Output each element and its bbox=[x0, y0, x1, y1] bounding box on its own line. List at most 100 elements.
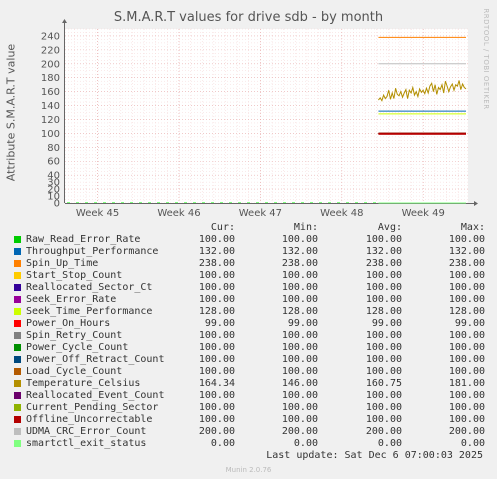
legend-swatch bbox=[14, 440, 21, 447]
legend-value-avg: 132.00 bbox=[365, 246, 402, 257]
legend-series-name: Power_On_Hours bbox=[26, 318, 111, 329]
legend-value-max: 100.00 bbox=[448, 270, 485, 281]
y-tick-label: 140 bbox=[41, 101, 60, 112]
legend-value-max: 100.00 bbox=[448, 414, 485, 425]
legend-row: Power_Off_Retract_Count 100.00 100.00 100.0… bbox=[14, 354, 485, 366]
legend-value-max: 99.00 bbox=[448, 318, 485, 329]
legend-value-max: 100.00 bbox=[448, 366, 485, 377]
y-tick-label: 40 bbox=[47, 171, 60, 182]
legend-value-min: 238.00 bbox=[281, 258, 318, 269]
legend-swatch bbox=[14, 344, 21, 351]
legend-value-avg: 100.00 bbox=[365, 342, 402, 353]
x-tick-label: Week 48 bbox=[320, 208, 363, 219]
legend-row: Seek_Error_Rate 100.00 100.00 100.00 100.00 bbox=[14, 294, 485, 306]
legend-value-min: 100.00 bbox=[281, 282, 318, 293]
legend-series-name: smartctl_exit_status bbox=[26, 438, 147, 449]
legend-value-avg: 100.00 bbox=[365, 402, 402, 413]
legend-value-cur: 100.00 bbox=[198, 354, 235, 365]
legend-row: Start_Stop_Count 100.00 100.00 100.00 100.00 bbox=[14, 270, 485, 282]
legend-value-cur: 100.00 bbox=[198, 330, 235, 341]
legend-value-min: 100.00 bbox=[281, 390, 318, 401]
legend-series-name: Spin_Retry_Count bbox=[26, 330, 123, 341]
y-tick-label: 120 bbox=[41, 115, 60, 126]
x-tick-label: Week 46 bbox=[157, 208, 200, 219]
legend-value-min: 99.00 bbox=[281, 318, 318, 329]
legend-value-cur: 100.00 bbox=[198, 390, 235, 401]
legend-value-max: 181.00 bbox=[448, 378, 485, 389]
legend-series-name: Throughput_Performance bbox=[26, 246, 159, 257]
legend-value-cur: 100.00 bbox=[198, 414, 235, 425]
x-tick-label: Week 47 bbox=[239, 208, 282, 219]
legend-value-min: 200.00 bbox=[281, 426, 318, 437]
y-tick-label: 180 bbox=[41, 73, 60, 84]
legend-series-name: Reallocated_Sector_Ct bbox=[26, 282, 153, 293]
y-tick-label: 10 bbox=[47, 192, 60, 203]
chart-title: S.M.A.R.T values for drive sdb - by mont… bbox=[113, 10, 384, 25]
legend-value-min: 100.00 bbox=[281, 402, 318, 413]
legend-swatch bbox=[14, 308, 21, 315]
legend-row: smartctl_exit_status 0.00 0.00 0.00 0.00 bbox=[14, 438, 485, 450]
legend-value-avg: 238.00 bbox=[365, 258, 402, 269]
legend-value-max: 100.00 bbox=[448, 294, 485, 305]
legend-row: Seek_Time_Performance 128.00 128.00 128.00 1… bbox=[14, 306, 485, 318]
legend-value-min: 100.00 bbox=[281, 354, 318, 365]
legend-value-avg: 99.00 bbox=[365, 318, 402, 329]
y-tick-label: 240 bbox=[41, 31, 60, 42]
legend-row: UDMA_CRC_Error_Count 200.00 200.00 200.00 20… bbox=[14, 426, 485, 438]
legend-swatch bbox=[14, 416, 21, 423]
legend-row: Load_Cycle_Count 100.00 100.00 100.00 100.00 bbox=[14, 366, 485, 378]
legend-value-cur: 99.00 bbox=[198, 318, 235, 329]
y-tick-label: 220 bbox=[41, 45, 60, 56]
legend-value-avg: 0.00 bbox=[365, 438, 402, 449]
legend-header: Min: bbox=[293, 222, 318, 233]
legend-row: Temperature_Celsius 164.34 146.00 160.75 181… bbox=[14, 378, 485, 390]
last-update: Last update: Sat Dec 6 07:00:03 2025 bbox=[266, 450, 483, 461]
legend-value-cur: 100.00 bbox=[198, 366, 235, 377]
legend-header: Max: bbox=[460, 222, 485, 233]
y-tick-label: 30 bbox=[47, 178, 60, 189]
legend-value-max: 132.00 bbox=[448, 246, 485, 257]
series-line-Temperature_Celsius bbox=[378, 80, 467, 102]
x-tick-label: Week 49 bbox=[402, 208, 445, 219]
legend-series-name: Current_Pending_Sector bbox=[26, 402, 159, 413]
legend-series-name: Raw_Read_Error_Rate bbox=[26, 234, 141, 245]
legend-value-max: 0.00 bbox=[448, 438, 485, 449]
legend-header: Cur: bbox=[210, 222, 235, 233]
legend-value-cur: 0.00 bbox=[198, 438, 235, 449]
legend-swatch bbox=[14, 392, 21, 399]
legend-value-avg: 100.00 bbox=[365, 390, 402, 401]
legend-row: Power_Cycle_Count 100.00 100.00 100.00 100.0… bbox=[14, 342, 485, 354]
legend-value-cur: 132.00 bbox=[198, 246, 235, 257]
legend-swatch bbox=[14, 284, 21, 291]
legend-value-max: 100.00 bbox=[448, 234, 485, 245]
legend-value-avg: 200.00 bbox=[365, 426, 402, 437]
legend-value-avg: 100.00 bbox=[365, 330, 402, 341]
legend-value-avg: 100.00 bbox=[365, 234, 402, 245]
legend-row: Spin_Retry_Count 100.00 100.00 100.00 100.00 bbox=[14, 330, 485, 342]
legend-value-max: 100.00 bbox=[448, 402, 485, 413]
legend-value-min: 0.00 bbox=[281, 438, 318, 449]
legend-value-min: 100.00 bbox=[281, 294, 318, 305]
legend-value-cur: 100.00 bbox=[198, 282, 235, 293]
legend-value-avg: 100.00 bbox=[365, 366, 402, 377]
y-tick-label: 0 bbox=[54, 199, 60, 210]
legend-swatch bbox=[14, 404, 21, 411]
legend-swatch bbox=[14, 380, 21, 387]
legend-row: Offline_Uncorrectable 100.00 100.00 100.00 1… bbox=[14, 414, 485, 426]
legend-swatch bbox=[14, 296, 21, 303]
legend-series-name: Spin_Up_Time bbox=[26, 258, 99, 269]
legend-value-min: 100.00 bbox=[281, 270, 318, 281]
legend-value-min: 100.00 bbox=[281, 330, 318, 341]
footer-version: Munin 2.0.76 bbox=[225, 466, 272, 474]
legend-row: Current_Pending_Sector 100.00 100.00 100.00… bbox=[14, 402, 485, 414]
legend-value-cur: 200.00 bbox=[198, 426, 235, 437]
legend-row: Throughput_Performance 132.00 132.00 132.00… bbox=[14, 246, 485, 258]
legend-series-name: Seek_Error_Rate bbox=[26, 294, 117, 305]
legend-value-min: 100.00 bbox=[281, 366, 318, 377]
legend-value-cur: 238.00 bbox=[198, 258, 235, 269]
legend-series-name: Offline_Uncorrectable bbox=[26, 414, 153, 425]
y-tick-label: 100 bbox=[41, 129, 60, 140]
legend-swatch bbox=[14, 272, 21, 279]
legend-swatch bbox=[14, 368, 21, 375]
